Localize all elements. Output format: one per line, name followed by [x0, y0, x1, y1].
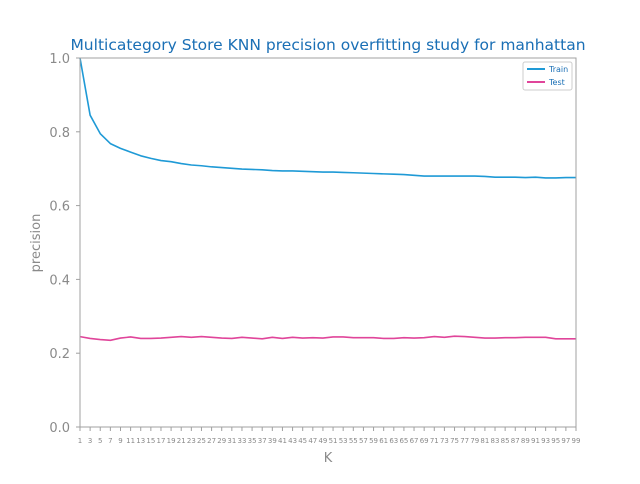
y-axis-ticks: 0.0 0.2 0.4 0.6 0.8 1.0	[49, 52, 80, 436]
x-tick-label: 15	[146, 437, 155, 445]
x-tick-label: 77	[460, 437, 469, 445]
series-line-train	[79, 57, 576, 179]
x-tick-label: 5	[98, 437, 102, 445]
x-axis-label: K	[324, 451, 333, 466]
x-tick-label: 89	[521, 437, 530, 445]
y-tick-label: 0.2	[49, 347, 70, 362]
x-tick-label: 57	[359, 437, 368, 445]
legend: Train Test	[522, 61, 573, 91]
x-tick-label: 31	[227, 437, 236, 445]
x-tick-label: 45	[298, 437, 307, 445]
x-tick-label: 21	[177, 437, 186, 445]
x-tick-label: 85	[501, 437, 510, 445]
series-lines	[79, 57, 576, 342]
x-tick-label: 43	[288, 437, 297, 445]
x-tick-label: 71	[430, 437, 439, 445]
x-tick-label: 9	[118, 437, 122, 445]
x-tick-label: 17	[157, 437, 166, 445]
x-tick-label: 67	[410, 437, 419, 445]
x-tick-label: 61	[379, 437, 388, 445]
x-tick-label: 93	[541, 437, 550, 445]
legend-train-label: Train	[548, 65, 568, 74]
series-line-test	[79, 335, 576, 342]
y-tick-label: 0.8	[49, 126, 70, 141]
y-tick-label: 0.4	[49, 273, 70, 288]
x-tick-label: 39	[268, 437, 277, 445]
x-tick-label: 81	[480, 437, 489, 445]
x-tick-label: 91	[531, 437, 540, 445]
x-tick-label: 37	[258, 437, 267, 445]
x-tick-label: 95	[551, 437, 560, 445]
x-tick-label: 99	[572, 437, 581, 445]
x-tick-label: 3	[88, 437, 92, 445]
y-axis-label: precision	[29, 214, 44, 273]
legend-test-label: Test	[548, 78, 565, 87]
x-tick-label: 23	[187, 437, 196, 445]
x-tick-label: 53	[339, 437, 348, 445]
x-tick-label: 33	[237, 437, 246, 445]
x-tick-label: 69	[420, 437, 429, 445]
y-tick-label: 1.0	[49, 52, 70, 67]
x-tick-label: 73	[440, 437, 449, 445]
x-tick-label: 25	[197, 437, 206, 445]
x-tick-label: 87	[511, 437, 520, 445]
x-tick-label: 55	[349, 437, 358, 445]
x-tick-label: 11	[126, 437, 135, 445]
x-tick-label: 79	[470, 437, 479, 445]
x-tick-label: 59	[369, 437, 378, 445]
x-tick-label: 63	[389, 437, 398, 445]
x-tick-label: 19	[167, 437, 176, 445]
x-tick-label: 47	[308, 437, 317, 445]
x-tick-label: 49	[318, 437, 327, 445]
x-tick-label: 1	[78, 437, 82, 445]
x-tick-label: 75	[450, 437, 459, 445]
x-tick-label: 27	[207, 437, 216, 445]
x-tick-label: 51	[329, 437, 338, 445]
chart-title: Multicategory Store KNN precision overfi…	[70, 36, 585, 54]
y-tick-label: 0.6	[49, 200, 70, 215]
x-tick-label: 35	[248, 437, 257, 445]
x-tick-label: 65	[399, 437, 408, 445]
plot-area-frame	[79, 57, 577, 428]
x-tick-label: 29	[217, 437, 226, 445]
y-tick-label: 0.0	[49, 421, 70, 436]
x-tick-label: 97	[561, 437, 570, 445]
x-tick-label: 41	[278, 437, 287, 445]
x-tick-label: 7	[108, 437, 112, 445]
x-tick-label: 83	[491, 437, 500, 445]
x-axis-ticks: 1 3 5 7 9 11 13 15 17 19 21 23 25 27 29 31 33 35 37 39 41 43 4…	[78, 427, 581, 445]
x-tick-label: 13	[136, 437, 145, 445]
